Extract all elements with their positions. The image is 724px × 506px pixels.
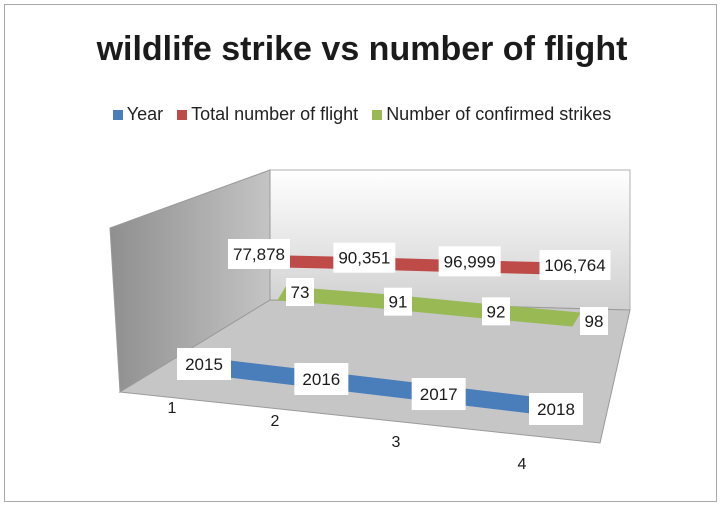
data-label-box-total-number-of-flight-4 xyxy=(539,250,611,280)
legend-swatch-total-flights xyxy=(177,109,188,120)
data-label-box-number-of-confirmed-strikes-1 xyxy=(286,278,314,306)
data-label-box-year-4 xyxy=(529,393,583,425)
data-label-number-of-confirmed-strikes-1: 73 xyxy=(286,278,314,306)
data-label-text-year-1: 2015 xyxy=(185,355,223,374)
x-tick-label-2: 2 xyxy=(271,413,280,430)
data-label-box-number-of-confirmed-strikes-3 xyxy=(482,297,510,326)
data-label-number-of-confirmed-strikes-4: 98 xyxy=(580,307,608,335)
chart-title: wildlife strike vs number of flight xyxy=(96,30,628,68)
data-label-year-4: 2018 xyxy=(529,393,583,425)
data-label-text-year-4: 2018 xyxy=(537,400,575,419)
data-label-total-number-of-flight-2: 90,351 xyxy=(333,242,396,273)
data-label-total-number-of-flight-3: 96,999 xyxy=(438,246,501,277)
data-label-box-total-number-of-flight-3 xyxy=(438,246,501,277)
data-label-number-of-confirmed-strikes-3: 92 xyxy=(482,297,510,326)
data-label-box-total-number-of-flight-1 xyxy=(228,239,290,269)
data-label-text-total-number-of-flight-3: 96,999 xyxy=(444,252,496,271)
x-tick-label-1: 1 xyxy=(168,400,177,417)
legend-item-total-flights: Total number of flight xyxy=(177,104,358,125)
legend-label-year: Year xyxy=(126,104,164,124)
data-label-text-number-of-confirmed-strikes-4: 98 xyxy=(585,312,604,331)
data-label-box-year-2 xyxy=(294,363,349,395)
x-tick-label-3: 3 xyxy=(392,434,401,451)
data-label-box-total-number-of-flight-2 xyxy=(333,242,396,273)
legend-swatch-confirmed-strikes xyxy=(372,109,383,120)
data-label-text-number-of-confirmed-strikes-1: 73 xyxy=(291,283,310,302)
x-tick-label-4: 4 xyxy=(518,456,527,473)
data-label-total-number-of-flight-4: 106,764 xyxy=(539,250,611,280)
back-wall xyxy=(269,169,631,311)
legend-item-confirmed-strikes: Number of confirmed strikes xyxy=(372,104,611,125)
data-label-box-year-1 xyxy=(177,348,231,380)
data-label-text-total-number-of-flight-2: 90,351 xyxy=(338,249,390,268)
data-label-text-total-number-of-flight-1: 77,878 xyxy=(233,245,285,264)
data-label-text-year-2: 2016 xyxy=(302,370,340,389)
legend-item-year: Year xyxy=(112,104,164,125)
data-label-total-number-of-flight-1: 77,878 xyxy=(228,239,290,269)
legend-label-confirmed-strikes: Number of confirmed strikes xyxy=(386,104,612,124)
legend-label-total-flights: Total number of flight xyxy=(191,104,359,124)
data-label-text-number-of-confirmed-strikes-3: 92 xyxy=(487,302,506,321)
legend: Year Total number of flight Number of co… xyxy=(0,104,724,125)
data-label-year-1: 2015 xyxy=(177,348,231,380)
data-label-box-number-of-confirmed-strikes-2 xyxy=(384,287,412,316)
legend-swatch-year xyxy=(112,109,123,120)
data-label-text-year-3: 2017 xyxy=(420,385,458,404)
data-label-year-2: 2016 xyxy=(294,363,349,395)
data-label-text-total-number-of-flight-4: 106,764 xyxy=(544,256,605,275)
data-label-box-year-3 xyxy=(411,378,466,410)
data-label-text-number-of-confirmed-strikes-2: 91 xyxy=(389,293,408,312)
data-label-year-3: 2017 xyxy=(411,378,466,410)
data-label-number-of-confirmed-strikes-2: 91 xyxy=(384,287,412,316)
data-label-box-number-of-confirmed-strikes-4 xyxy=(580,307,608,335)
